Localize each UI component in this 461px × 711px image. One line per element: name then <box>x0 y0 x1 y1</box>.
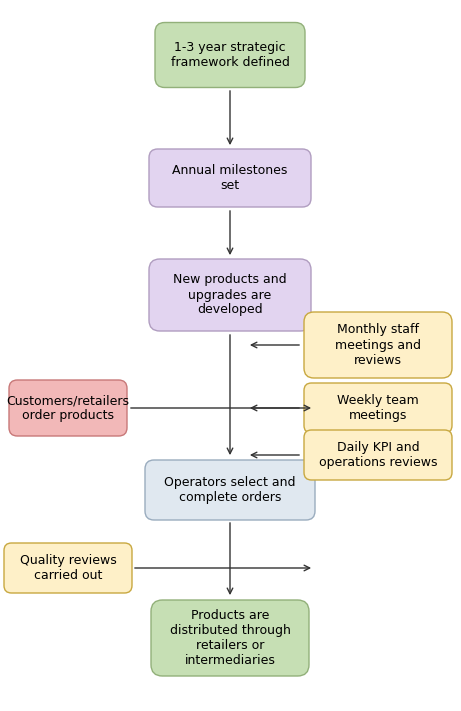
Text: Annual milestones
set: Annual milestones set <box>172 164 288 192</box>
FancyBboxPatch shape <box>304 430 452 480</box>
FancyBboxPatch shape <box>304 383 452 433</box>
Text: 1-3 year strategic
framework defined: 1-3 year strategic framework defined <box>171 41 290 69</box>
FancyBboxPatch shape <box>304 312 452 378</box>
FancyBboxPatch shape <box>155 23 305 87</box>
Text: Quality reviews
carried out: Quality reviews carried out <box>20 554 116 582</box>
FancyBboxPatch shape <box>4 543 132 593</box>
Text: Daily KPI and
operations reviews: Daily KPI and operations reviews <box>319 441 437 469</box>
Text: Weekly team
meetings: Weekly team meetings <box>337 394 419 422</box>
Text: Operators select and
complete orders: Operators select and complete orders <box>164 476 296 504</box>
FancyBboxPatch shape <box>145 460 315 520</box>
FancyBboxPatch shape <box>151 600 309 676</box>
FancyBboxPatch shape <box>149 259 311 331</box>
FancyBboxPatch shape <box>9 380 127 436</box>
Text: Monthly staff
meetings and
reviews: Monthly staff meetings and reviews <box>335 324 421 366</box>
Text: Products are
distributed through
retailers or
intermediaries: Products are distributed through retaile… <box>170 609 290 667</box>
Text: New products and
upgrades are
developed: New products and upgrades are developed <box>173 274 287 316</box>
Text: Customers/retailers
order products: Customers/retailers order products <box>6 394 130 422</box>
FancyBboxPatch shape <box>149 149 311 207</box>
